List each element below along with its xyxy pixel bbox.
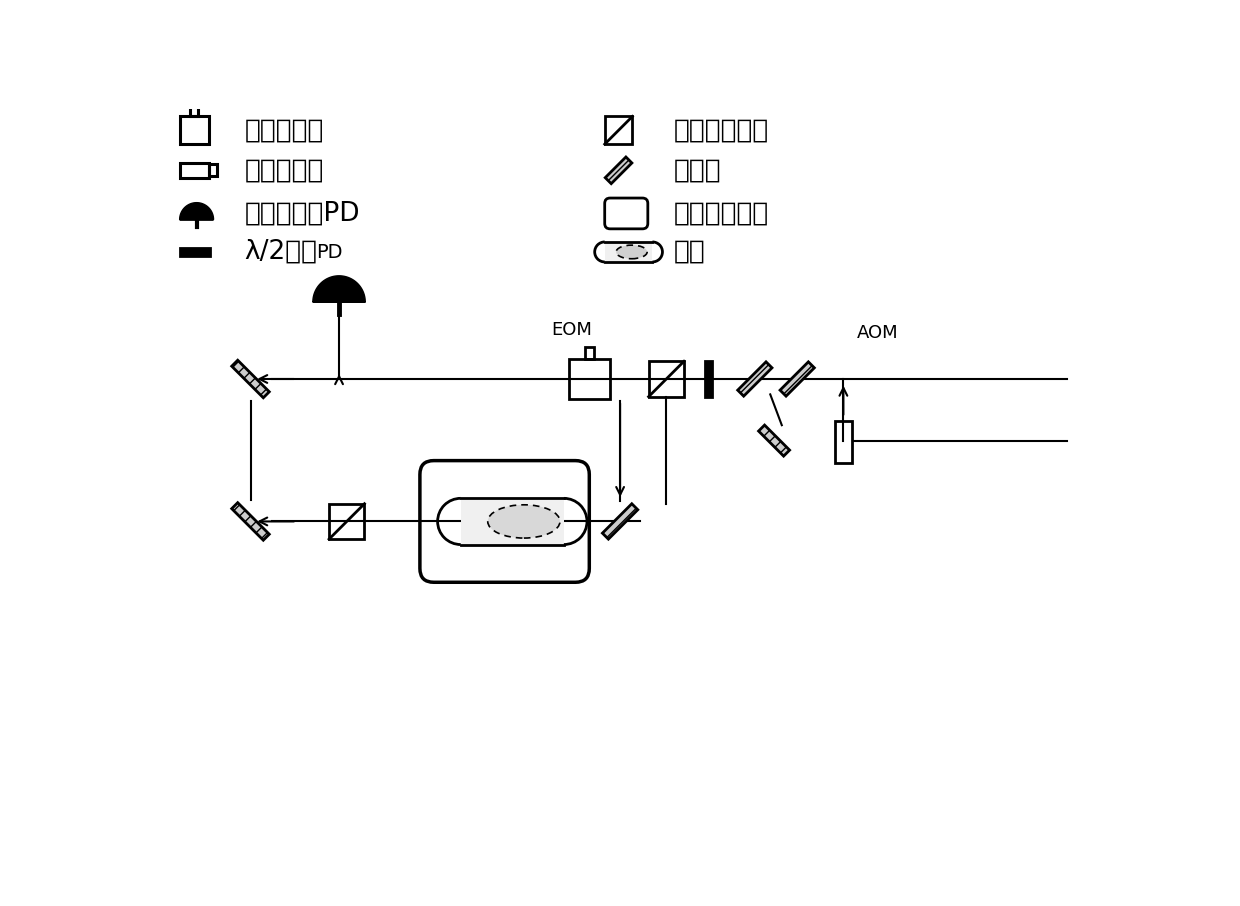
Bar (568, 359, 610, 399)
Text: 偏振分光棱镜: 偏振分光棱镜 (675, 117, 769, 143)
Text: 反射镜: 反射镜 (675, 158, 722, 183)
Polygon shape (738, 361, 773, 396)
Bar (605, 116, 632, 144)
Polygon shape (603, 504, 637, 539)
Text: AOM: AOM (857, 324, 899, 342)
Polygon shape (759, 425, 790, 456)
Ellipse shape (487, 505, 560, 538)
Polygon shape (780, 361, 815, 396)
Text: EOM: EOM (552, 321, 593, 339)
Text: 光电探测器PD: 光电探测器PD (244, 200, 360, 226)
Text: PD: PD (316, 243, 343, 262)
Bar (180, 162, 208, 178)
Polygon shape (232, 361, 269, 398)
Bar (706, 361, 712, 397)
Text: 钓泡: 钓泡 (675, 239, 706, 265)
Bar (461, 498, 564, 545)
Text: 声光调制器: 声光调制器 (244, 158, 324, 183)
Text: 偏置磁场线圈: 偏置磁场线圈 (675, 200, 769, 226)
Bar (329, 504, 365, 539)
Bar (191, 107, 198, 116)
Bar (180, 248, 211, 255)
Bar (605, 242, 652, 262)
Bar (585, 347, 594, 359)
Polygon shape (605, 157, 632, 184)
Bar (180, 116, 208, 144)
Ellipse shape (616, 246, 647, 259)
Polygon shape (232, 503, 269, 540)
Bar (835, 421, 852, 463)
Polygon shape (180, 203, 213, 219)
Bar (649, 361, 684, 397)
Text: λ/2波片: λ/2波片 (244, 239, 317, 265)
Bar (208, 164, 217, 177)
Polygon shape (312, 275, 366, 302)
Text: 电光调制器: 电光调制器 (244, 117, 324, 143)
